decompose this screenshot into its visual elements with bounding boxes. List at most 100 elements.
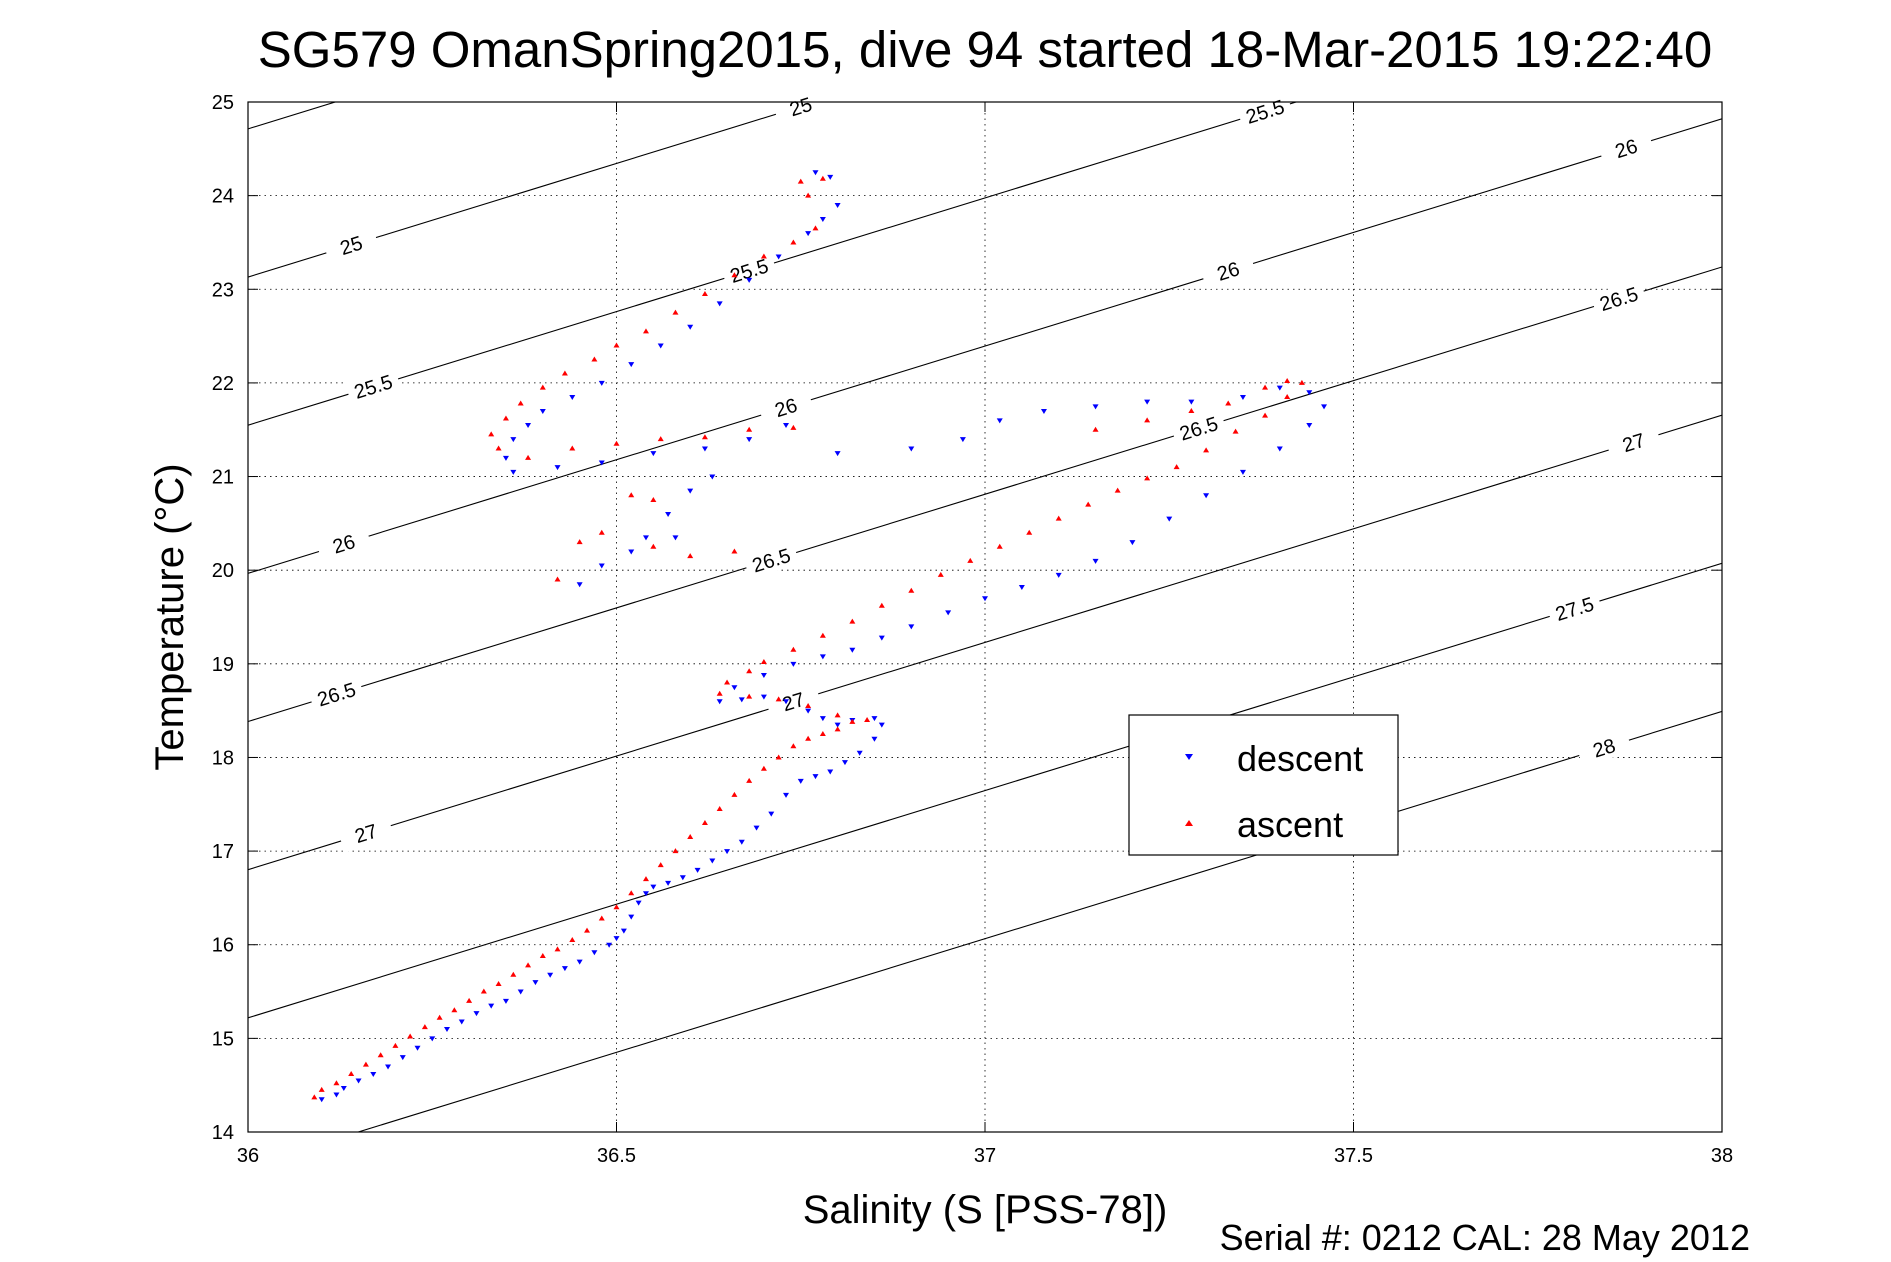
ascent-point [967, 557, 974, 563]
ascent-point [731, 272, 738, 278]
ascent-point [407, 1033, 414, 1039]
y-tick-label: 23 [212, 279, 234, 301]
descent-point [642, 535, 649, 541]
descent-point [679, 875, 686, 881]
descent-point [959, 437, 966, 443]
descent-point [746, 437, 753, 443]
ascent-point [495, 981, 502, 987]
descent-point [318, 1097, 325, 1103]
isopycnal-label-gap [1170, 409, 1228, 448]
x-tick-label: 37 [974, 1145, 996, 1167]
ascent-point [1262, 412, 1269, 418]
ascent-point [716, 805, 723, 811]
descent-point [827, 769, 834, 775]
ascent-point [1203, 447, 1210, 453]
isopycnal-label-gap [772, 87, 830, 126]
descent-point [908, 624, 915, 630]
descent-point [694, 867, 701, 873]
descent-point [709, 474, 716, 480]
descent-point [1092, 404, 1099, 410]
isopycnal-label: 27.5 [1553, 593, 1597, 625]
ascent-point [672, 848, 679, 854]
descent-point [1129, 540, 1136, 546]
ascent-point [701, 290, 708, 296]
descent-point [878, 635, 885, 641]
descent-point [783, 699, 790, 705]
ascent-point [642, 876, 649, 882]
descent-point [908, 446, 915, 452]
isopycnal-label-gap [764, 682, 822, 721]
ascent-point [488, 431, 495, 437]
y-axis-ticks: 14 15 16 17 18 19 20 21 22 23 24 25 [212, 92, 1722, 1144]
ascent-point [746, 777, 753, 783]
ascent-point [584, 927, 591, 933]
descent-point [775, 254, 782, 260]
ascent-point [613, 440, 620, 446]
y-tick-label: 18 [212, 747, 234, 769]
descent-point [1276, 385, 1283, 391]
descent-point [687, 488, 694, 494]
isopycnal-label: 26.5 [1177, 413, 1221, 445]
ascent-point [598, 529, 605, 535]
ascent-point [760, 658, 767, 664]
ascent-point [510, 971, 517, 977]
y-tick-label: 16 [212, 935, 234, 957]
legend-descent-label: descent [1237, 738, 1363, 779]
ascent-point [996, 543, 1003, 549]
ascent-point [650, 496, 657, 502]
x-tick-label: 36.5 [597, 1145, 636, 1167]
descent-point [385, 1064, 392, 1070]
ascent-point [502, 415, 509, 421]
isopycnal-label-gap [757, 388, 815, 427]
ascent-point [1232, 428, 1239, 434]
descent-point [834, 451, 841, 457]
ascent-point [1085, 501, 1092, 507]
descent-point [613, 936, 620, 942]
isopycnal-label-gap [322, 226, 380, 265]
descent-point [525, 423, 532, 429]
isopycnal-label-gap [308, 675, 365, 714]
ascent-point [348, 1070, 355, 1076]
descent-point [716, 699, 723, 705]
ascent-point [834, 726, 841, 732]
ascent-point [392, 1042, 399, 1048]
descent-point [650, 451, 657, 457]
ascent-point [576, 539, 583, 545]
descent-point [488, 1003, 495, 1009]
y-tick-label: 24 [212, 186, 234, 208]
legend-ascent-label: ascent [1237, 804, 1343, 845]
y-tick-label: 21 [212, 467, 234, 489]
descent-point [1276, 446, 1283, 452]
descent-point [1306, 423, 1313, 429]
descent-point [576, 582, 583, 588]
descent-point [1092, 558, 1099, 564]
descent-point [598, 460, 605, 466]
descent-point [561, 966, 568, 972]
descent-point [1203, 493, 1210, 499]
descent-point [547, 972, 554, 978]
isopycnal-label-gap [1546, 589, 1603, 628]
ascent-point [436, 1014, 443, 1020]
legend: descent ascent [1128, 714, 1399, 856]
descent-point [724, 849, 731, 855]
ascent-point [701, 820, 708, 825]
descent-point [1239, 394, 1246, 400]
ascent-point [746, 426, 753, 432]
descent-point [598, 380, 605, 386]
descent-point [1144, 399, 1151, 405]
isopycnal-line [248, 562, 1722, 1019]
descent-point [827, 174, 834, 180]
ascent-point [318, 1086, 325, 1092]
ascent-point [539, 384, 546, 390]
ascent-point [908, 587, 915, 593]
ascent-point [1225, 400, 1232, 406]
ascent-point [1188, 408, 1195, 413]
y-axis-label: Temperature (°C) [148, 463, 192, 770]
isopycnal-line [248, 414, 1722, 871]
descent-point [731, 685, 738, 691]
x-axis-ticks: 36 36.5 37 37.5 38 [237, 102, 1733, 1167]
ascent-point [746, 668, 753, 674]
descent-point [856, 750, 863, 756]
ascent-point [451, 1007, 458, 1013]
ascent-point [746, 693, 753, 699]
